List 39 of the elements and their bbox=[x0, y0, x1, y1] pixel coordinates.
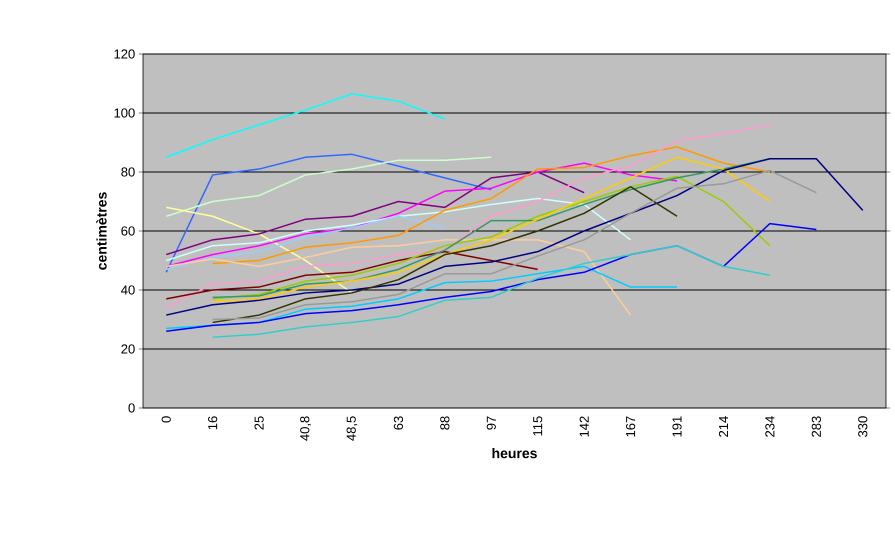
x-tick-label: 115 bbox=[533, 416, 542, 436]
x-tick-label: 0 bbox=[162, 416, 171, 423]
y-tick-label: 60 bbox=[121, 226, 135, 236]
x-tick-label: 97 bbox=[486, 416, 496, 430]
y-tick-label: 20 bbox=[121, 344, 135, 354]
x-tick-label: 330 bbox=[858, 416, 868, 437]
line-series bbox=[165, 206, 353, 294]
y-tick-label: 80 bbox=[121, 167, 135, 177]
line-series bbox=[165, 124, 771, 308]
x-tick-label: 16 bbox=[208, 416, 218, 430]
y-tick-label: 100 bbox=[114, 108, 135, 118]
line-series bbox=[165, 156, 492, 217]
line-series bbox=[165, 198, 632, 262]
line-series bbox=[165, 171, 585, 256]
x-axis-title: heures bbox=[492, 448, 537, 458]
x-tick-label: 25 bbox=[254, 416, 264, 430]
line-series bbox=[165, 154, 492, 274]
line-series bbox=[212, 244, 771, 338]
x-tick-label: 48,5 bbox=[346, 416, 358, 441]
line-series bbox=[165, 162, 678, 268]
y-tick-label: 40 bbox=[121, 285, 135, 295]
line-series bbox=[165, 215, 446, 270]
line-series bbox=[212, 186, 678, 324]
y-tick-label: 0 bbox=[128, 403, 135, 413]
x-tick-label: 167 bbox=[626, 416, 636, 436]
y-tick-label: 120 bbox=[114, 49, 135, 59]
line-series bbox=[212, 146, 771, 264]
line-series bbox=[165, 158, 864, 316]
x-tick-label: 88 bbox=[440, 416, 450, 430]
line-series bbox=[165, 250, 538, 300]
x-tick-label: 191 bbox=[672, 416, 682, 436]
x-tick-label: 214 bbox=[718, 416, 728, 437]
x-tick-label: 142 bbox=[580, 416, 589, 436]
x-tick-label: 283 bbox=[812, 416, 821, 437]
y-axis-title: centimètres bbox=[96, 192, 107, 270]
line-series bbox=[212, 170, 818, 320]
x-tick-label: 40,8 bbox=[300, 416, 311, 441]
x-tick-label: 234 bbox=[765, 416, 774, 437]
x-tick-label: 63 bbox=[394, 416, 404, 430]
